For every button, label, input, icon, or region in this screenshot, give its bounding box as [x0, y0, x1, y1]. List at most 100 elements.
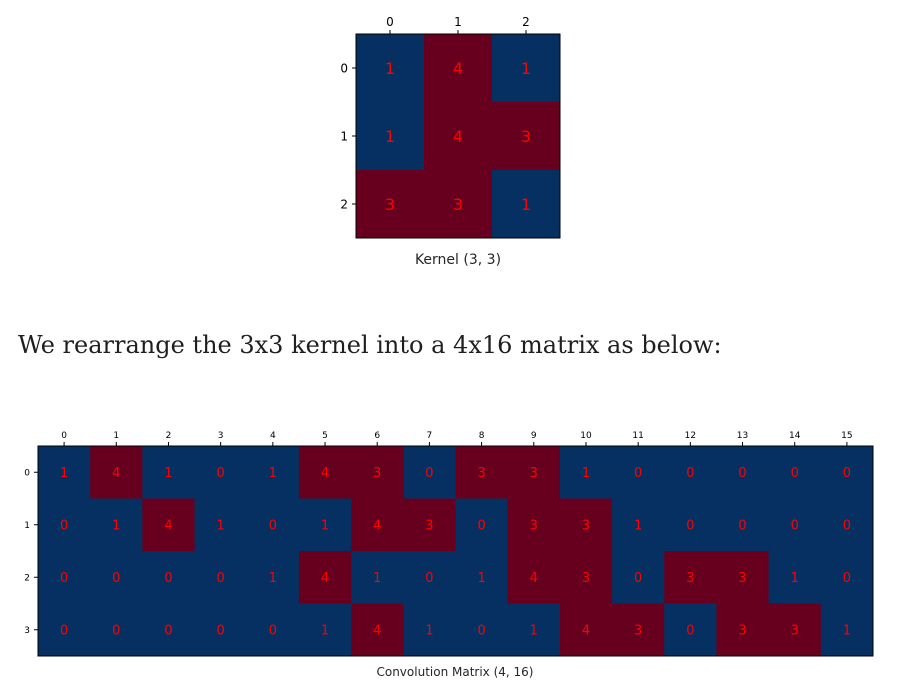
conv-cell-value: 4 — [582, 623, 590, 638]
kernel-cell — [424, 34, 493, 103]
kernel-xtick-label: 1 — [454, 15, 462, 29]
conv-cell — [90, 446, 143, 499]
conv-cell — [612, 603, 665, 657]
conv-cell-value: 1 — [634, 518, 642, 533]
conv-cell — [38, 603, 91, 657]
conv-cell — [612, 551, 665, 604]
conv-cell-value: 0 — [738, 466, 746, 481]
conv-xtick-label: 14 — [789, 431, 801, 441]
conv-cell — [403, 551, 456, 604]
conv-cell — [142, 603, 196, 657]
conv-cell — [90, 551, 143, 604]
conv-cell — [403, 603, 456, 657]
conv-cell-value: 1 — [373, 571, 381, 586]
conv-frame — [37, 445, 874, 657]
conv-cell — [246, 551, 300, 604]
conv-xtick-label: 1 — [113, 431, 119, 441]
conv-cell-value: 0 — [425, 571, 433, 586]
conv-cell — [142, 446, 196, 499]
conv-cell — [298, 498, 352, 552]
conv-ytick-label: 2 — [24, 573, 30, 583]
conv-cell — [90, 498, 143, 552]
conv-cell — [612, 498, 665, 552]
conv-cell — [38, 446, 91, 499]
conv-xtick-label: 5 — [322, 431, 328, 441]
conv-cell-value: 0 — [112, 571, 120, 586]
conv-cells: 1 4 1 0 1 4 3 0 3 3 1 0 0 0 0 0 0 1 4 1 0 1 4 3 0 3 3 1 0 0 0 0 0 0 0 0 1 4 1 0… — [38, 446, 874, 657]
conv-cell — [194, 551, 248, 604]
kernel-cell — [492, 170, 561, 239]
conv-cell-value: 3 — [582, 518, 590, 533]
kernel-cell — [492, 34, 561, 103]
conv-cell — [455, 446, 509, 499]
conv-cell-value: 0 — [269, 518, 277, 533]
kernel-title: Kernel (3, 3) — [415, 252, 501, 268]
kernel-cells: 1 4 1 1 4 3 3 3 1 — [356, 34, 561, 239]
conv-cell-value: 0 — [738, 518, 746, 533]
conv-cell-value: 3 — [738, 623, 746, 638]
conv-cell-value: 0 — [791, 466, 799, 481]
conv-cell-value: 0 — [843, 518, 851, 533]
conv-cell-value: 1 — [269, 466, 277, 481]
conv-cell-value: 3 — [425, 518, 433, 533]
kernel-cell — [424, 102, 493, 171]
conv-cell — [194, 498, 248, 552]
conv-cell — [768, 603, 822, 657]
kernel-heatmap: 1 4 1 1 4 3 3 3 1 0 1 2 0 1 2 Kernel (3, 3) — [340, 15, 561, 268]
conv-cell — [716, 498, 770, 552]
kernel-cell-value: 3 — [385, 195, 395, 214]
conv-cell-value: 4 — [112, 466, 120, 481]
conv-cell-value: 0 — [217, 571, 225, 586]
conv-cell — [716, 603, 770, 657]
conv-cell — [716, 551, 770, 604]
conv-cell-value: 0 — [60, 571, 68, 586]
conv-cell — [664, 498, 717, 552]
conv-cell — [507, 551, 561, 604]
conv-cell-value: 0 — [686, 518, 694, 533]
kernel-ytick-label: 1 — [340, 129, 348, 143]
conv-cell-value: 3 — [373, 466, 381, 481]
conv-cell — [664, 551, 717, 604]
conv-cell-value: 0 — [60, 518, 68, 533]
conv-cell — [403, 498, 456, 552]
conv-cell — [820, 446, 874, 499]
conv-cell — [455, 551, 509, 604]
conv-cell-value: 0 — [686, 466, 694, 481]
conv-cell-value: 1 — [164, 466, 172, 481]
conv-cell — [820, 603, 874, 657]
conv-cell-value: 3 — [582, 571, 590, 586]
conv-cell-value: 0 — [791, 518, 799, 533]
description-paragraph: We rearrange the 3x3 kernel into a 4x16 … — [18, 331, 722, 359]
conv-cell — [142, 551, 196, 604]
conv-xtick-label: 11 — [632, 431, 643, 441]
conv-cell — [559, 551, 613, 604]
conv-cell-value: 0 — [217, 623, 225, 638]
kernel-cell-value: 1 — [521, 195, 531, 214]
conv-cell — [142, 498, 196, 552]
conv-cell — [820, 551, 874, 604]
kernel-cell — [492, 102, 561, 171]
kernel-ticks: 0 1 2 0 1 2 — [340, 15, 529, 211]
conv-cell-value: 0 — [112, 623, 120, 638]
conv-cell-value: 0 — [164, 623, 172, 638]
conv-cell — [455, 603, 509, 657]
conv-cell — [768, 498, 822, 552]
conv-cell-value: 1 — [321, 623, 329, 638]
conv-cell — [194, 446, 248, 499]
conv-cell-value: 4 — [164, 518, 172, 533]
conv-cell-value: 4 — [373, 518, 381, 533]
conv-cell-value: 3 — [530, 518, 538, 533]
conv-title: Convolution Matrix (4, 16) — [376, 665, 533, 679]
kernel-ytick-label: 2 — [340, 197, 348, 211]
conv-ytick-label: 3 — [24, 626, 30, 636]
conv-cell — [507, 603, 561, 657]
conv-cell-value: 0 — [634, 571, 642, 586]
conv-cell-value: 0 — [634, 466, 642, 481]
conv-cell — [559, 498, 613, 552]
conv-cell — [351, 603, 404, 657]
conv-xtick-label: 4 — [270, 431, 276, 441]
conv-cell-value: 3 — [738, 571, 746, 586]
kernel-cell — [356, 170, 425, 239]
conv-cell-value: 1 — [425, 623, 433, 638]
